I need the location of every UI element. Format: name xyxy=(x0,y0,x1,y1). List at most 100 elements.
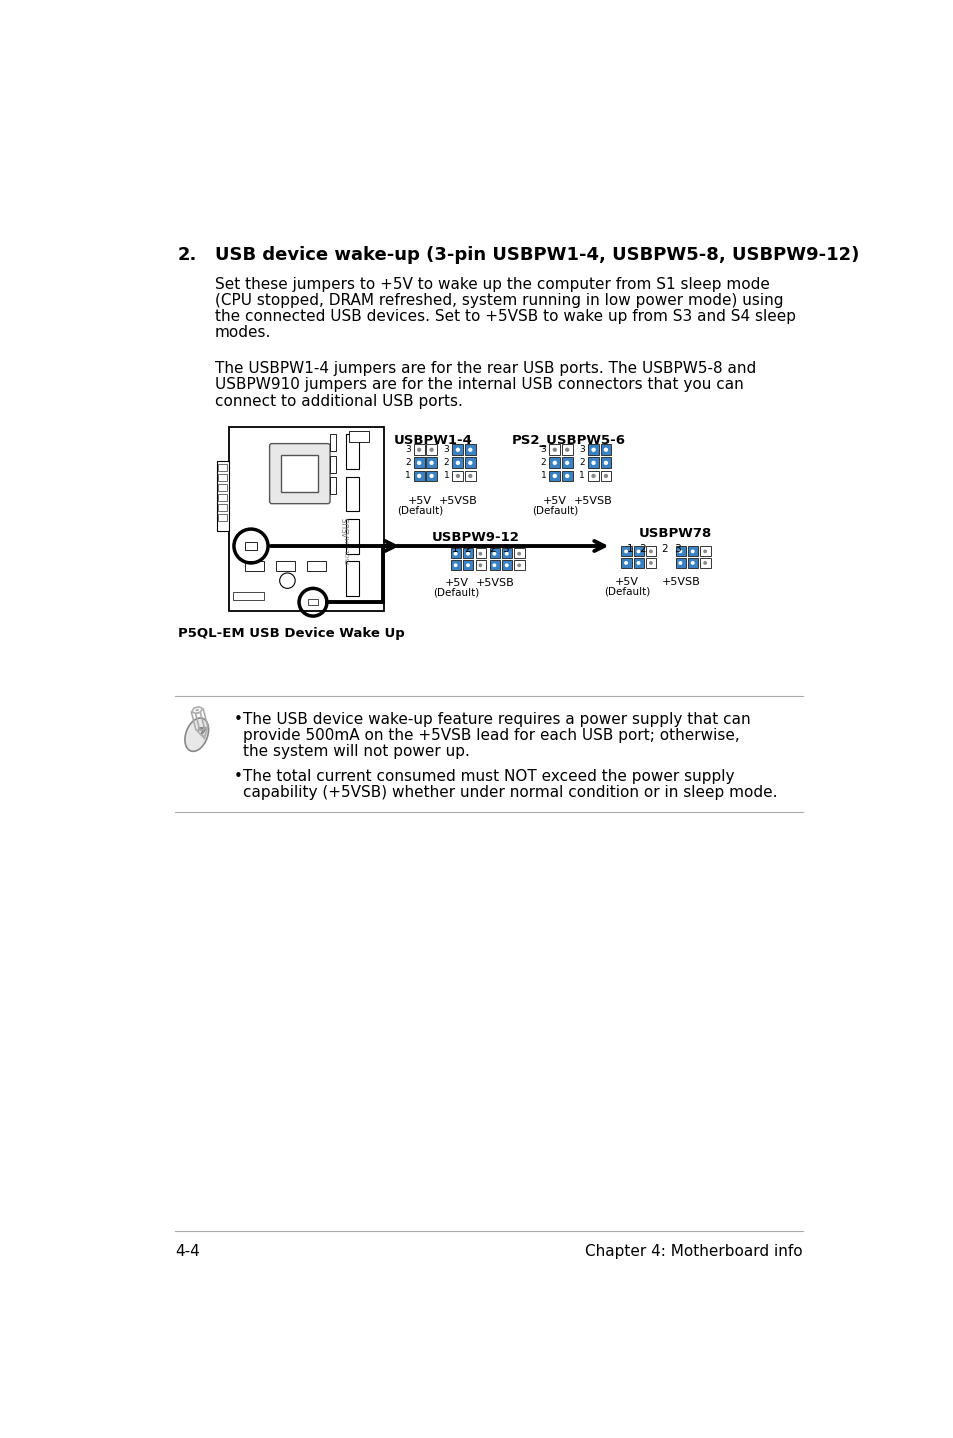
Text: USBPW78: USBPW78 xyxy=(638,526,711,539)
Bar xyxy=(599,444,611,456)
Text: (Default): (Default) xyxy=(396,505,442,515)
Circle shape xyxy=(636,549,639,554)
Bar xyxy=(675,546,685,557)
Circle shape xyxy=(456,473,459,477)
Bar xyxy=(587,444,598,456)
Circle shape xyxy=(454,552,457,555)
Circle shape xyxy=(623,549,627,554)
Bar xyxy=(217,495,227,502)
Circle shape xyxy=(456,460,459,464)
Circle shape xyxy=(603,460,607,464)
Bar xyxy=(451,559,460,569)
Circle shape xyxy=(456,447,459,452)
Circle shape xyxy=(517,552,520,555)
Circle shape xyxy=(416,473,421,477)
Bar xyxy=(245,561,264,571)
Circle shape xyxy=(466,552,470,555)
Bar xyxy=(308,600,317,605)
Bar xyxy=(414,444,424,456)
Text: 2: 2 xyxy=(405,459,410,467)
Bar xyxy=(561,470,572,482)
Bar xyxy=(476,559,485,569)
Text: +5V: +5V xyxy=(408,496,432,506)
Bar xyxy=(549,457,559,469)
Text: provide 500mA on the +5VSB lead for each USB port; otherwise,: provide 500mA on the +5VSB lead for each… xyxy=(243,728,740,743)
Text: +5V: +5V xyxy=(542,496,566,506)
Text: +5VSB: +5VSB xyxy=(661,577,700,587)
Bar xyxy=(233,592,264,600)
Bar xyxy=(633,546,643,557)
Text: USBPW1-4: USBPW1-4 xyxy=(394,434,472,447)
Text: USBPW910 jumpers are for the internal USB connectors that you can: USBPW910 jumpers are for the internal US… xyxy=(214,377,742,393)
Text: +5VSB: +5VSB xyxy=(476,578,514,588)
Circle shape xyxy=(678,549,681,554)
Bar xyxy=(426,470,436,482)
Bar xyxy=(217,505,227,512)
Circle shape xyxy=(591,447,595,452)
Bar xyxy=(700,546,710,557)
Text: 2  3: 2 3 xyxy=(661,544,680,554)
Bar xyxy=(514,548,524,558)
Circle shape xyxy=(454,564,457,567)
Bar xyxy=(463,548,473,558)
Circle shape xyxy=(416,460,421,464)
Bar xyxy=(217,464,227,472)
Bar xyxy=(700,558,710,568)
Bar xyxy=(620,558,631,568)
Bar xyxy=(587,457,598,469)
Circle shape xyxy=(690,549,694,554)
Text: The USB device wake-up feature requires a power supply that can: The USB device wake-up feature requires … xyxy=(243,712,750,726)
Bar xyxy=(675,558,685,568)
Text: +5VSB: +5VSB xyxy=(574,496,612,506)
Circle shape xyxy=(690,561,694,565)
Bar xyxy=(307,561,326,571)
Bar xyxy=(216,462,229,531)
Circle shape xyxy=(564,460,569,464)
Bar xyxy=(463,559,473,569)
Circle shape xyxy=(468,460,472,464)
Text: USB device wake-up (3-pin USBPW1-4, USBPW5-8, USBPW9-12): USB device wake-up (3-pin USBPW1-4, USBP… xyxy=(214,246,858,263)
Bar xyxy=(561,444,572,456)
Text: ASUS: ASUS xyxy=(342,516,352,536)
Circle shape xyxy=(603,447,607,452)
Circle shape xyxy=(492,564,496,567)
Bar xyxy=(281,456,318,492)
Text: connect to additional USB ports.: connect to additional USB ports. xyxy=(214,394,462,408)
Circle shape xyxy=(492,552,496,555)
Circle shape xyxy=(468,447,472,452)
Bar xyxy=(345,519,359,554)
Circle shape xyxy=(564,447,569,452)
Text: capability (+5VSB) whether under normal condition or in sleep mode.: capability (+5VSB) whether under normal … xyxy=(243,785,777,801)
Text: +5V: +5V xyxy=(444,578,468,588)
Text: 2  3: 2 3 xyxy=(489,545,509,555)
Bar xyxy=(414,457,424,469)
Bar xyxy=(426,444,436,456)
Bar xyxy=(452,470,463,482)
Circle shape xyxy=(702,549,706,554)
Bar xyxy=(620,546,631,557)
Text: USBPW9-12: USBPW9-12 xyxy=(432,531,519,544)
Circle shape xyxy=(702,561,706,565)
Text: •: • xyxy=(233,769,243,784)
Circle shape xyxy=(603,473,607,477)
Circle shape xyxy=(552,460,557,464)
Bar xyxy=(549,470,559,482)
Circle shape xyxy=(504,552,508,555)
Circle shape xyxy=(478,552,482,555)
Bar xyxy=(687,558,698,568)
Bar xyxy=(549,444,559,456)
Text: The USBPW1-4 jumpers are for the rear USB ports. The USBPW5-8 and: The USBPW1-4 jumpers are for the rear US… xyxy=(214,361,755,377)
Text: +5V: +5V xyxy=(615,577,639,587)
Bar xyxy=(330,434,335,452)
Circle shape xyxy=(623,561,627,565)
Text: P5QL-EM: P5QL-EM xyxy=(344,536,349,564)
Circle shape xyxy=(636,561,639,565)
Text: 1: 1 xyxy=(443,472,449,480)
Bar xyxy=(451,548,460,558)
Bar xyxy=(501,559,512,569)
Circle shape xyxy=(678,561,681,565)
Text: 2: 2 xyxy=(443,459,449,467)
Bar xyxy=(349,430,369,441)
Text: (Default): (Default) xyxy=(531,505,578,515)
Text: 4-4: 4-4 xyxy=(174,1244,199,1260)
